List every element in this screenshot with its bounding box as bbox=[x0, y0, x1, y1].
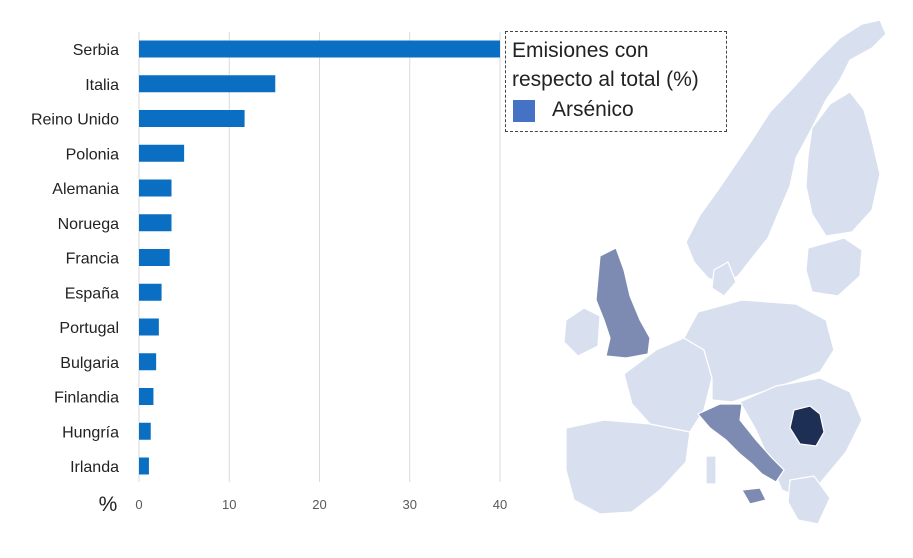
map-united-kingdom bbox=[595, 247, 651, 359]
map-norway-sweden bbox=[685, 19, 887, 285]
grid-lines bbox=[138, 32, 501, 482]
map-italy bbox=[697, 403, 785, 483]
bar bbox=[139, 110, 245, 127]
bar bbox=[139, 40, 500, 58]
bar bbox=[139, 388, 154, 405]
bar bbox=[139, 353, 157, 371]
bars bbox=[139, 40, 500, 475]
category-label: Hungría bbox=[62, 424, 119, 441]
map-iberia bbox=[565, 419, 691, 515]
category-label: Polonia bbox=[66, 146, 119, 163]
category-label: Portugal bbox=[59, 320, 119, 337]
map-greece bbox=[787, 475, 831, 525]
legend-title: Emisiones con respecto al total (%) bbox=[512, 39, 699, 91]
map-sicily-sardinia bbox=[705, 455, 717, 485]
legend-swatch bbox=[513, 100, 535, 122]
bar bbox=[139, 318, 159, 336]
map-baltics bbox=[805, 237, 863, 297]
map-serbia bbox=[789, 405, 825, 447]
category-label: Noruega bbox=[58, 216, 119, 233]
map-base bbox=[563, 19, 887, 525]
category-label: Reino Unido bbox=[31, 112, 119, 129]
category-label: Irlanda bbox=[70, 459, 119, 476]
bar bbox=[139, 75, 276, 93]
x-tick-label: 0 bbox=[135, 497, 142, 512]
category-label: Alemania bbox=[52, 181, 119, 198]
category-label: Francia bbox=[66, 251, 119, 268]
map-italy-south bbox=[741, 487, 767, 505]
x-tick-label: 20 bbox=[312, 497, 326, 512]
bar bbox=[139, 144, 185, 162]
x-tick-label: 40 bbox=[493, 497, 507, 512]
bar bbox=[139, 283, 162, 301]
bar bbox=[139, 179, 172, 197]
map-france bbox=[623, 337, 713, 433]
category-label: Bulgaria bbox=[60, 355, 119, 372]
category-label: Finlandia bbox=[54, 390, 119, 407]
map-central-europe bbox=[683, 299, 835, 403]
bar bbox=[139, 249, 170, 266]
legend: Emisiones con respecto al total (%) Arsé… bbox=[505, 31, 727, 132]
x-axis-label: % bbox=[99, 493, 118, 516]
x-tick-label: 30 bbox=[403, 497, 417, 512]
map-ireland bbox=[563, 307, 601, 357]
x-tick-labels: 0 10 20 30 40 bbox=[135, 497, 507, 512]
map-highlight bbox=[595, 247, 825, 505]
bar bbox=[139, 214, 172, 232]
map-denmark bbox=[711, 261, 737, 297]
category-label: Italia bbox=[85, 77, 119, 94]
bar bbox=[139, 457, 149, 475]
legend-item-label: Arsénico bbox=[552, 98, 634, 121]
category-labels: Serbia Italia Reino Unido Polonia Alemania No… bbox=[31, 42, 119, 476]
category-label: España bbox=[65, 285, 119, 302]
bar bbox=[139, 422, 151, 440]
map-finland bbox=[805, 91, 881, 237]
category-label: Serbia bbox=[73, 42, 119, 59]
x-tick-label: 10 bbox=[222, 497, 236, 512]
